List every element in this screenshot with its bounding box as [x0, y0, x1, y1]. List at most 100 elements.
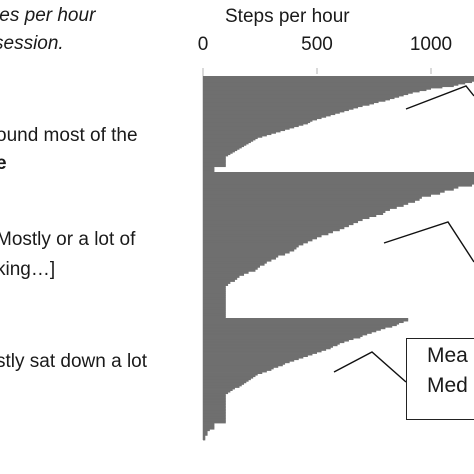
bar-group1-9 [203, 88, 431, 90]
bar-group2-70 [203, 313, 226, 317]
bar-group1-3 [203, 80, 474, 82]
bar-group2-0 [203, 172, 474, 175]
bar-group3-69 [203, 424, 215, 427]
bar-group1-54 [203, 148, 240, 150]
bar-group1-36 [203, 124, 304, 126]
bar-group2-71 [203, 315, 226, 319]
bar-group2-22 [203, 216, 370, 220]
bar-group1-13 [203, 93, 409, 96]
bar-group3-42 [203, 382, 245, 385]
bar-group2-52 [203, 277, 238, 280]
bar-group2-57 [203, 287, 226, 291]
bar-group1-62 [203, 158, 226, 161]
bar-group1-29 [203, 114, 331, 117]
bar-group1-59 [203, 154, 229, 157]
bar-group3-17 [203, 344, 338, 347]
bar-group3-25 [203, 356, 304, 359]
bar-group1-2 [203, 78, 474, 81]
bar-group2-9 [203, 190, 445, 193]
bar-group3-65 [203, 418, 226, 421]
group1-label-line1: ound most of the [0, 125, 138, 146]
bar-group2-54 [203, 281, 231, 284]
bar-group2-26 [203, 224, 349, 228]
bar-group2-62 [203, 297, 226, 301]
bar-group3-49 [203, 393, 226, 396]
bar-group1-64 [203, 161, 226, 164]
bar-group1-34 [203, 121, 311, 124]
bar-group3-26 [203, 358, 299, 361]
bar-group3-58 [203, 407, 226, 410]
bar-group2-4 [203, 180, 474, 183]
bar-group2-61 [203, 295, 226, 299]
bar-group3-2 [203, 321, 404, 324]
bar-group3-3 [203, 322, 400, 325]
bar-group3-56 [203, 404, 226, 407]
bar-group1-68 [203, 166, 215, 169]
bar-group3-61 [203, 412, 226, 415]
bar-group2-7 [203, 186, 459, 189]
bar-group3-21 [203, 350, 322, 353]
bar-group3-77 [203, 436, 206, 439]
bar-group2-53 [203, 279, 235, 282]
bar-group3-7 [203, 328, 381, 331]
bar-group3-48 [203, 392, 229, 395]
bar-group2-33 [203, 238, 313, 242]
bar-group2-40 [203, 253, 286, 256]
bar-group2-30 [203, 232, 329, 236]
left-text-line1: tes per hour [0, 5, 96, 26]
bar-group1-60 [203, 156, 226, 158]
bar-group2-69 [203, 311, 226, 315]
bar-group1-16 [203, 97, 395, 100]
bar-group2-66 [203, 305, 226, 309]
group1-label-line2: e [0, 153, 7, 174]
callout-leader-3 [333, 351, 407, 383]
bar-group3-10 [203, 333, 368, 336]
bar-group3-53 [203, 399, 226, 402]
callout-line1: Mea [427, 344, 468, 367]
bar-group3-52 [203, 398, 226, 401]
bar-group1-23 [203, 106, 359, 109]
bar-group1-70 [203, 169, 215, 172]
bar-group3-20 [203, 348, 327, 351]
bar-group3-62 [203, 413, 226, 416]
bar-group1-51 [203, 144, 247, 146]
bar-group3-68 [203, 423, 215, 425]
bar-group1-11 [203, 90, 420, 93]
bar-group1-38 [203, 126, 295, 129]
bar-group2-46 [203, 265, 260, 268]
bar-group2-45 [203, 263, 265, 266]
x-axis-title: Steps per hour [225, 6, 350, 27]
bar-group1-53 [203, 146, 242, 149]
bar-group2-47 [203, 267, 258, 270]
bar-group2-60 [203, 293, 226, 297]
bar-group1-44 [203, 134, 267, 137]
bar-group3-24 [203, 355, 308, 357]
bar-group3-78 [203, 438, 206, 441]
bar-group2-65 [203, 303, 226, 307]
bar-group2-17 [203, 206, 397, 209]
bar-group2-39 [203, 251, 290, 254]
bar-group1-12 [203, 92, 413, 94]
bar-group2-41 [203, 255, 279, 258]
bar-group3-39 [203, 378, 251, 381]
bar-group3-33 [203, 368, 272, 371]
bar-group2-1 [203, 174, 474, 177]
bar-group1-27 [203, 112, 340, 114]
bar-group3-15 [203, 341, 345, 344]
bar-group1-40 [203, 129, 286, 132]
bar-group1-35 [203, 122, 308, 125]
stats-callout: Mea Med [406, 338, 474, 420]
bar-group1-63 [203, 160, 226, 162]
bar-group2-55 [203, 283, 229, 286]
bar-group2-8 [203, 188, 454, 191]
bar-group2-37 [203, 247, 297, 250]
bar-group3-11 [203, 334, 363, 337]
bar-group2-19 [203, 210, 386, 213]
bar-group1-33 [203, 120, 313, 122]
bar-group3-4 [203, 324, 397, 327]
bar-group2-5 [203, 182, 474, 185]
bar-group1-25 [203, 109, 349, 112]
bar-group3-71 [203, 427, 215, 430]
bar-group3-30 [203, 364, 283, 367]
